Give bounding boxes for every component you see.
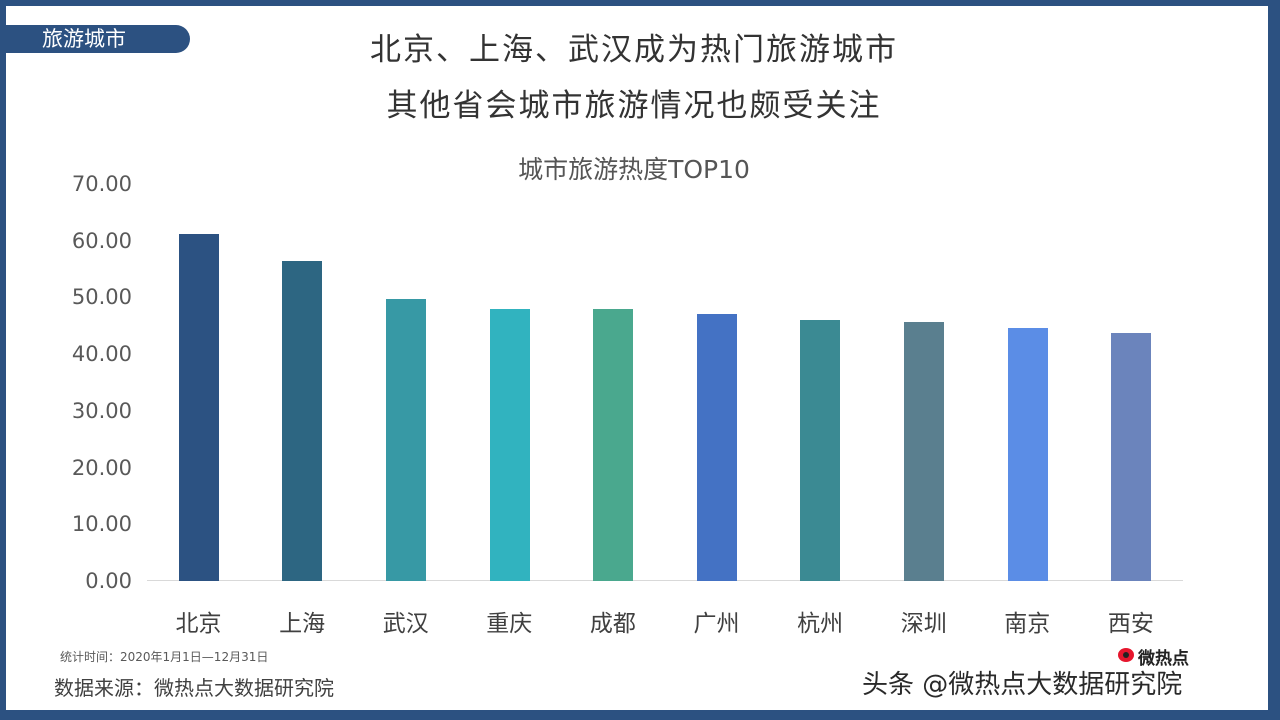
section-tag: 旅游城市 xyxy=(6,25,190,53)
y-tick-label: 50.00 xyxy=(71,285,132,310)
weibo-eye-icon xyxy=(1118,648,1134,662)
bar xyxy=(489,308,530,581)
x-tick-label: 广州 xyxy=(693,611,740,637)
chart-title: 城市旅游热度TOP10 xyxy=(518,155,750,184)
y-tick-label: 30.00 xyxy=(71,398,132,423)
x-tick-label: 上海 xyxy=(279,611,326,637)
y-tick-label: 20.00 xyxy=(71,455,132,480)
x-tick-label: 南京 xyxy=(1004,611,1051,637)
bar xyxy=(800,320,841,581)
weibo-logo: 微热点 xyxy=(1118,646,1228,669)
y-tick-label: 0.00 xyxy=(85,569,132,593)
x-tick-label: 深圳 xyxy=(900,611,947,637)
bar xyxy=(1007,328,1048,581)
bar xyxy=(593,308,634,581)
bar xyxy=(904,321,944,581)
bar xyxy=(696,313,737,581)
y-tick-label: 40.00 xyxy=(71,342,132,367)
bar xyxy=(282,261,323,581)
bar xyxy=(178,233,219,581)
headline-line-2: 其他省会城市旅游情况也颇受关注 xyxy=(386,88,882,124)
x-tick-label: 北京 xyxy=(175,611,222,637)
logo-text: 微热点 xyxy=(1138,649,1189,669)
headline-line-1: 北京、上海、武汉成为热门旅游城市 xyxy=(370,32,898,68)
bar xyxy=(386,299,426,581)
x-tick-label: 重庆 xyxy=(486,611,533,637)
x-axis-line xyxy=(147,580,1183,581)
bar xyxy=(1111,333,1152,581)
x-tick-label: 杭州 xyxy=(797,611,844,637)
stat-time: 统计时间：2020年1月1日—12月31日 xyxy=(60,650,269,664)
y-tick-label: 10.00 xyxy=(71,512,132,537)
x-tick-label: 成都 xyxy=(589,611,636,637)
data-source: 数据来源：微热点大数据研究院 xyxy=(54,676,334,700)
y-tick-label: 70.00 xyxy=(71,172,132,196)
x-tick-label: 武汉 xyxy=(382,611,429,637)
x-tick-label: 西安 xyxy=(1107,611,1154,637)
watermark: 头条 @微热点大数据研究院 xyxy=(862,670,1183,700)
y-tick-label: 60.00 xyxy=(71,228,132,253)
